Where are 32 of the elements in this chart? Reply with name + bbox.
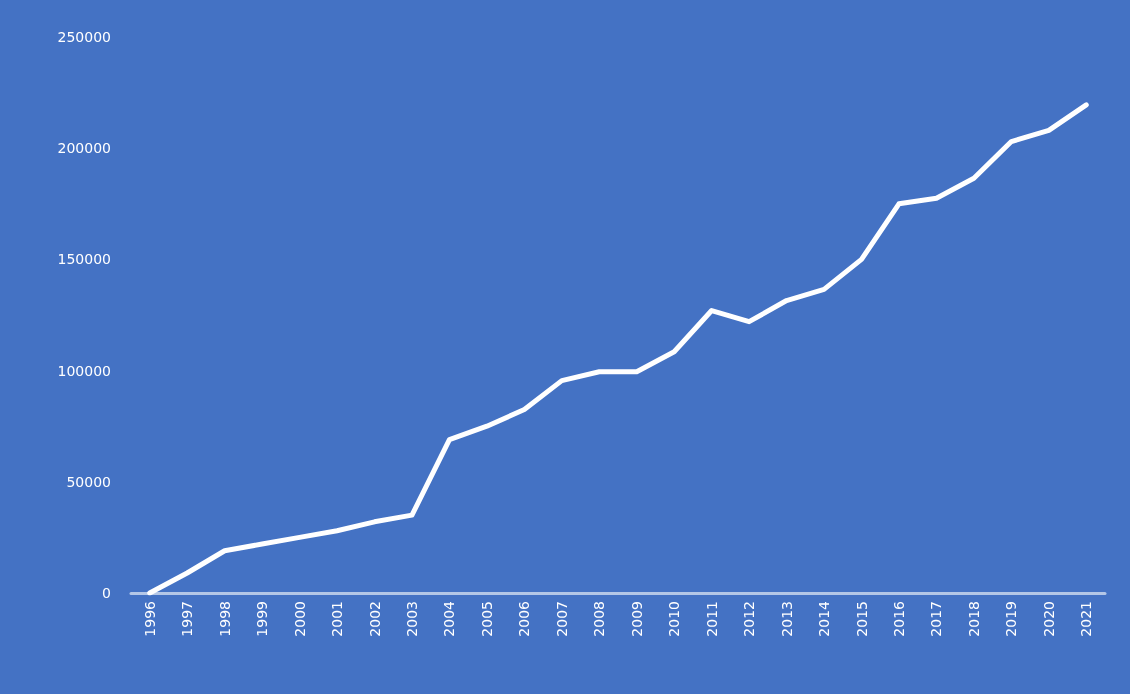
y-tick-label: 250000	[57, 29, 111, 45]
x-tick-label: 2010	[666, 601, 683, 637]
x-tick-label: 2000	[291, 601, 308, 637]
x-tick-label: 2007	[553, 601, 570, 637]
x-tick-label: 2012	[741, 601, 758, 637]
y-tick-label: 100000	[57, 362, 111, 379]
x-tick-label: 2013	[778, 601, 795, 637]
y-tick-label: 50000	[66, 473, 111, 490]
x-tick-label: 2009	[628, 601, 645, 637]
y-tick-label: 150000	[57, 251, 111, 268]
x-tick-label: 2019	[1003, 601, 1020, 637]
x-tick-label: 2015	[853, 601, 870, 637]
x-tick-label: 2018	[965, 601, 982, 637]
x-tick-label: 2011	[703, 601, 720, 637]
x-tick-label: 2001	[329, 601, 346, 637]
x-tick-label: 2017	[928, 601, 945, 637]
x-tick-label: 2005	[478, 601, 495, 637]
x-tick-label: 2003	[403, 601, 420, 637]
x-tick-label: 1996	[141, 600, 158, 637]
x-tick-label: 2008	[591, 601, 608, 637]
x-tick-label: 1998	[216, 601, 233, 637]
y-tick-label: 0	[102, 585, 111, 601]
x-tick-label: 2006	[516, 600, 533, 637]
y-tick-label: 200000	[57, 140, 111, 157]
x-tick-label: 2002	[366, 601, 383, 637]
x-tick-label: 2004	[441, 600, 458, 637]
x-tick-label: 2016	[890, 600, 907, 637]
x-tick-label: 2014	[816, 600, 833, 637]
x-tick-label: 2021	[1078, 601, 1095, 637]
x-tick-label: 1997	[179, 601, 196, 637]
x-tick-label: 2020	[1040, 601, 1057, 637]
x-tick-label: 1999	[254, 601, 271, 637]
